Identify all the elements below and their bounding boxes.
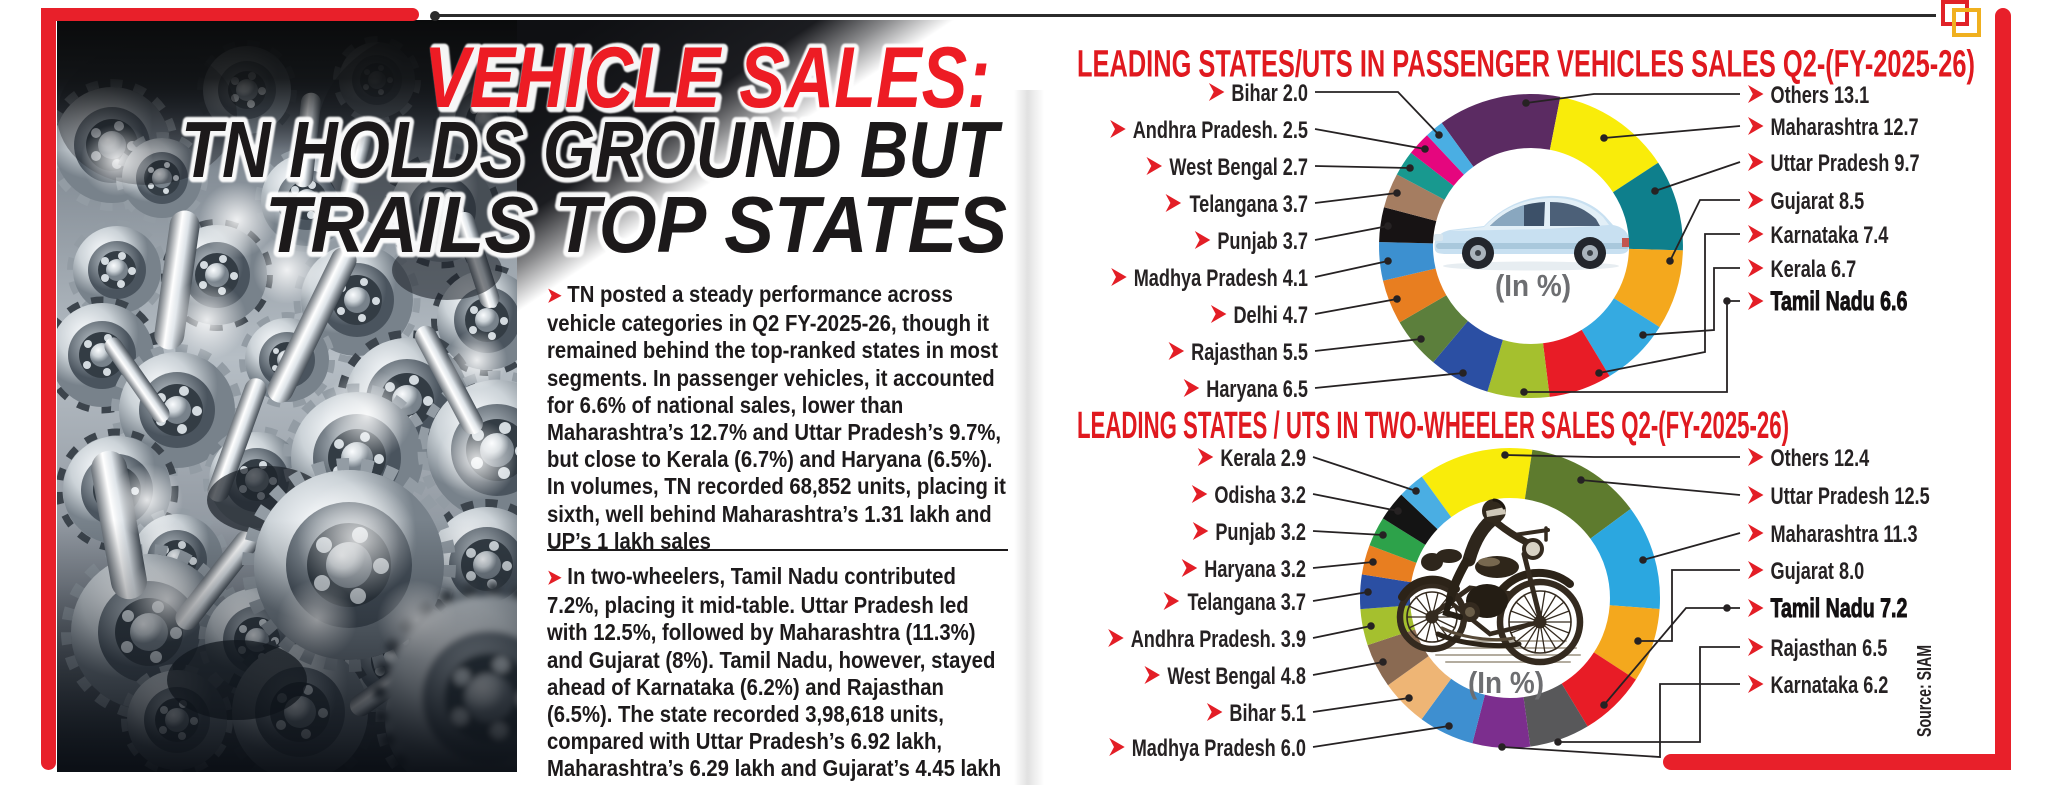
svg-text:Madhya Pradesh 6.0: Madhya Pradesh 6.0: [1132, 733, 1306, 761]
svg-text:Others 12.4: Others 12.4: [1771, 443, 1870, 471]
svg-text:Odisha 3.2: Odisha 3.2: [1214, 480, 1306, 508]
svg-text:Haryana 3.2: Haryana 3.2: [1204, 554, 1306, 582]
svg-text:Tamil Nadu 7.2: Tamil Nadu 7.2: [1771, 593, 1908, 623]
svg-text:LEADING STATES/UTS IN PASSENGE: LEADING STATES/UTS IN PASSENGER VEHICLES…: [1077, 44, 1975, 86]
svg-text:West Bengal 4.8: West Bengal 4.8: [1167, 661, 1306, 689]
svg-text:TRAILS TOP STATES: TRAILS TOP STATES: [265, 180, 1007, 269]
svg-text:TN HOLDS GROUND BUT: TN HOLDS GROUND BUT: [181, 105, 1003, 194]
svg-text:LEADING STATES / UTS IN TWO-WH: LEADING STATES / UTS IN TWO-WHEELER SALE…: [1077, 405, 1789, 447]
svg-text:Madhya Pradesh 4.1: Madhya Pradesh 4.1: [1134, 263, 1308, 291]
svg-text:Karnataka 7.4: Karnataka 7.4: [1771, 220, 1889, 248]
svg-text:Maharashtra 12.7: Maharashtra 12.7: [1771, 112, 1919, 140]
svg-text:TN HOLDS GROUND BUT: TN HOLDS GROUND BUT: [181, 105, 1003, 194]
svg-text:VEHICLE SALES:: VEHICLE SALES:: [429, 31, 989, 125]
svg-text:Delhi 4.7: Delhi 4.7: [1233, 300, 1308, 328]
svg-text:Telangana 3.7: Telangana 3.7: [1187, 587, 1306, 615]
svg-text:Rajasthan 5.5: Rajasthan 5.5: [1191, 337, 1308, 365]
svg-text:(In %): (In %): [1468, 665, 1544, 700]
svg-text:Karnataka 6.2: Karnataka 6.2: [1771, 670, 1889, 698]
svg-text:Gujarat 8.5: Gujarat 8.5: [1771, 186, 1865, 214]
svg-text:Andhra Pradesh. 2.5: Andhra Pradesh. 2.5: [1133, 115, 1308, 143]
svg-text:Bihar 5.1: Bihar 5.1: [1229, 698, 1306, 726]
svg-text:Telangana 3.7: Telangana 3.7: [1189, 189, 1308, 217]
svg-text:Bihar 2.0: Bihar 2.0: [1231, 78, 1308, 106]
svg-text:Maharashtra 11.3: Maharashtra 11.3: [1771, 519, 1918, 547]
svg-text:VEHICLE SALES:: VEHICLE SALES:: [424, 30, 990, 126]
svg-text:Others 13.1: Others 13.1: [1771, 80, 1870, 108]
svg-text:Punjab 3.7: Punjab 3.7: [1217, 226, 1308, 254]
svg-text:Gujarat 8.0: Gujarat 8.0: [1771, 556, 1865, 584]
svg-text:(In %): (In %): [1495, 268, 1571, 303]
svg-text:Kerala 6.7: Kerala 6.7: [1771, 254, 1857, 282]
svg-text:Punjab 3.2: Punjab 3.2: [1215, 517, 1306, 545]
svg-text:Uttar Pradesh 12.5: Uttar Pradesh 12.5: [1771, 481, 1930, 509]
svg-text:Kerala 2.9: Kerala 2.9: [1220, 443, 1306, 471]
svg-text:TRAILS TOP STATES: TRAILS TOP STATES: [265, 180, 1007, 269]
svg-text:Tamil Nadu 6.6: Tamil Nadu 6.6: [1771, 286, 1908, 316]
svg-text:Haryana 6.5: Haryana 6.5: [1206, 374, 1308, 402]
svg-text:Source: SIAM: Source: SIAM: [1914, 645, 1936, 737]
svg-text:West Bengal 2.7: West Bengal 2.7: [1169, 152, 1308, 180]
svg-text:Andhra Pradesh. 3.9: Andhra Pradesh. 3.9: [1131, 624, 1306, 652]
svg-text:Uttar Pradesh 9.7: Uttar Pradesh 9.7: [1771, 148, 1920, 176]
svg-text:Rajasthan 6.5: Rajasthan 6.5: [1771, 633, 1888, 661]
